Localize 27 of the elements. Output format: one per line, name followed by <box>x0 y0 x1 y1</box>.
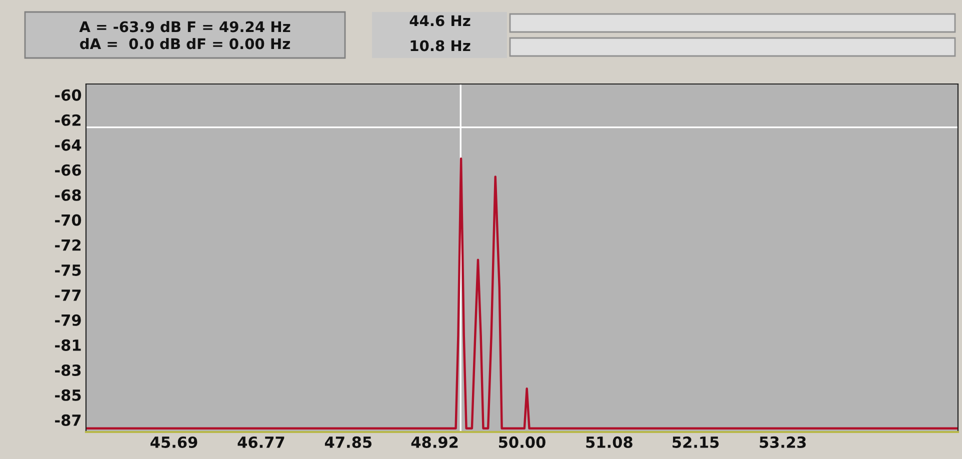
x-tick-label: 46.77 <box>238 436 284 448</box>
x-tick-label: 47.85 <box>324 436 372 448</box>
y-tick-label: -70 <box>55 214 82 226</box>
y-tick-label: -77 <box>55 290 81 301</box>
x-tick-label: 48.92 <box>411 436 458 448</box>
y-tick-label: -72 <box>55 239 81 251</box>
y-tick-label: -79 <box>55 314 81 326</box>
y-tick-label: -75 <box>55 264 81 276</box>
y-tick-label: -66 <box>55 164 82 176</box>
y-tick-label: -81 <box>55 339 81 351</box>
line-series <box>86 158 958 430</box>
y-tick-label: -62 <box>55 114 81 126</box>
y-tick-label: -85 <box>55 389 81 401</box>
x-tick-label: 52.15 <box>672 436 719 448</box>
text: A = -63.9 dB F = 49.24 Hz <box>79 20 290 32</box>
y-tick-label: -60 <box>55 89 82 101</box>
text: 44.6 Hz <box>410 15 470 26</box>
y-tick-label: -87 <box>55 414 81 426</box>
text: dA = 0.0 dB dF = 0.00 Hz <box>80 38 290 50</box>
x-tick-label: 53.23 <box>760 436 806 448</box>
x-tick-label: 50.00 <box>499 436 546 448</box>
y-tick-label: -83 <box>55 364 81 376</box>
y-tick-label: -64 <box>55 139 82 151</box>
y-tick-label: -68 <box>55 189 81 201</box>
x-tick-label: 51.08 <box>586 436 632 448</box>
text: 10.8 Hz <box>410 40 470 52</box>
x-tick-label: 45.69 <box>150 436 198 448</box>
